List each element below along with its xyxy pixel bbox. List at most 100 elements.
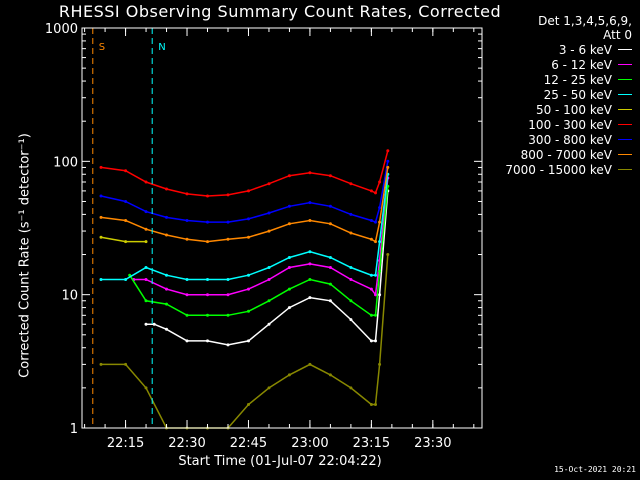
legend-label: 3 - 6 keV: [558, 42, 612, 57]
legend: Det 1,3,4,5,6,9, Att 0 3 - 6 keV 6 - 12 k…: [486, 14, 636, 177]
legend-swatch: [618, 49, 632, 50]
data-point: [328, 222, 332, 226]
data-point: [267, 299, 271, 303]
data-point: [308, 250, 312, 254]
data-point: [185, 339, 189, 343]
data-point: [124, 200, 128, 203]
data-point: [328, 282, 332, 286]
data-point: [185, 219, 189, 222]
data-point: [99, 235, 103, 239]
data-point: [308, 171, 312, 175]
data-point: [99, 278, 103, 281]
data-point: [226, 220, 230, 224]
data-point: [226, 237, 230, 241]
data-point: [369, 287, 373, 291]
data-point: [124, 169, 128, 173]
data-point: [328, 256, 332, 259]
marker-label: N: [158, 42, 165, 53]
legend-entry: 100 - 300 keV: [486, 117, 636, 132]
data-point: [206, 278, 209, 281]
x-tick-label: 22:30: [168, 436, 205, 451]
legend-swatch: [618, 124, 632, 125]
series-line: [146, 190, 389, 346]
legend-swatch: [618, 169, 632, 170]
data-point: [226, 343, 230, 347]
data-point: [247, 273, 250, 277]
legend-entry: 6 - 12 keV: [486, 57, 636, 72]
data-point: [124, 362, 128, 366]
legend-header-attenuator: Att 0: [603, 28, 632, 42]
data-point: [247, 189, 250, 193]
data-point: [374, 293, 377, 297]
data-point: [308, 262, 312, 266]
data-point: [308, 362, 312, 366]
data-point: [165, 233, 168, 237]
data-point: [267, 278, 271, 281]
x-tick-label: 22:15: [107, 436, 144, 451]
data-point: [374, 191, 377, 195]
data-point: [378, 269, 382, 273]
legend-entry: 300 - 800 keV: [486, 132, 636, 147]
data-point: [386, 253, 390, 256]
data-point: [349, 231, 353, 235]
data-point: [144, 386, 148, 390]
legend-label: 100 - 300 keV: [528, 117, 612, 132]
data-point: [99, 362, 103, 366]
data-point: [226, 193, 230, 197]
data-point: [144, 227, 148, 231]
data-point: [378, 240, 382, 244]
legend-header-detectors: Det 1,3,4,5,6,9,: [538, 14, 632, 28]
data-point: [378, 293, 382, 297]
legend-label: 7000 - 15000 keV: [505, 162, 612, 177]
y-axis-label: Corrected Count Rate (s⁻¹ detector⁻¹): [17, 133, 33, 378]
legend-entry: 800 - 7000 keV: [486, 147, 636, 162]
data-point: [99, 165, 103, 169]
series-line: [100, 150, 389, 197]
data-point: [185, 313, 189, 317]
y-tick-label: 1: [70, 422, 78, 437]
data-point: [144, 180, 148, 184]
data-point: [349, 212, 353, 216]
legend-entry: 25 - 50 keV: [486, 87, 636, 102]
data-point: [349, 266, 353, 269]
legend-swatch: [618, 154, 632, 155]
data-point: [144, 299, 148, 303]
data-point: [369, 313, 373, 317]
legend-label: 25 - 50 keV: [543, 87, 612, 102]
data-point: [349, 278, 353, 281]
legend-entry: 7000 - 15000 keV: [486, 162, 636, 177]
data-point: [308, 296, 312, 300]
timestamp: 15-Oct-2021 20:21: [554, 465, 636, 474]
legend-swatch: [618, 139, 632, 140]
data-point: [185, 237, 189, 241]
y-tick-label: 10: [61, 289, 78, 304]
data-point: [287, 266, 291, 269]
data-point: [287, 256, 291, 259]
data-point: [124, 219, 128, 222]
legend-swatch: [618, 64, 632, 65]
legend-entry: 50 - 100 keV: [486, 102, 636, 117]
series-line: [100, 236, 146, 243]
data-point: [267, 322, 271, 326]
data-point: [206, 220, 209, 224]
data-point: [185, 192, 189, 196]
data-point: [349, 182, 353, 186]
data-point: [226, 278, 230, 281]
series-line: [133, 177, 389, 297]
legend-label: 6 - 12 keV: [551, 57, 612, 72]
marker-label: S: [99, 42, 105, 53]
data-point: [308, 201, 312, 205]
data-point: [206, 313, 209, 317]
data-point: [267, 182, 271, 186]
data-point: [165, 273, 168, 277]
data-point: [247, 339, 250, 343]
data-point: [165, 187, 168, 191]
data-point: [287, 222, 291, 226]
chart-title: RHESSI Observing Summary Count Rates, Co…: [58, 2, 502, 21]
data-point: [308, 278, 312, 281]
data-point: [369, 237, 373, 241]
data-point: [349, 299, 353, 303]
data-point: [185, 278, 189, 281]
legend-label: 50 - 100 keV: [535, 102, 612, 117]
series-line: [101, 174, 389, 281]
